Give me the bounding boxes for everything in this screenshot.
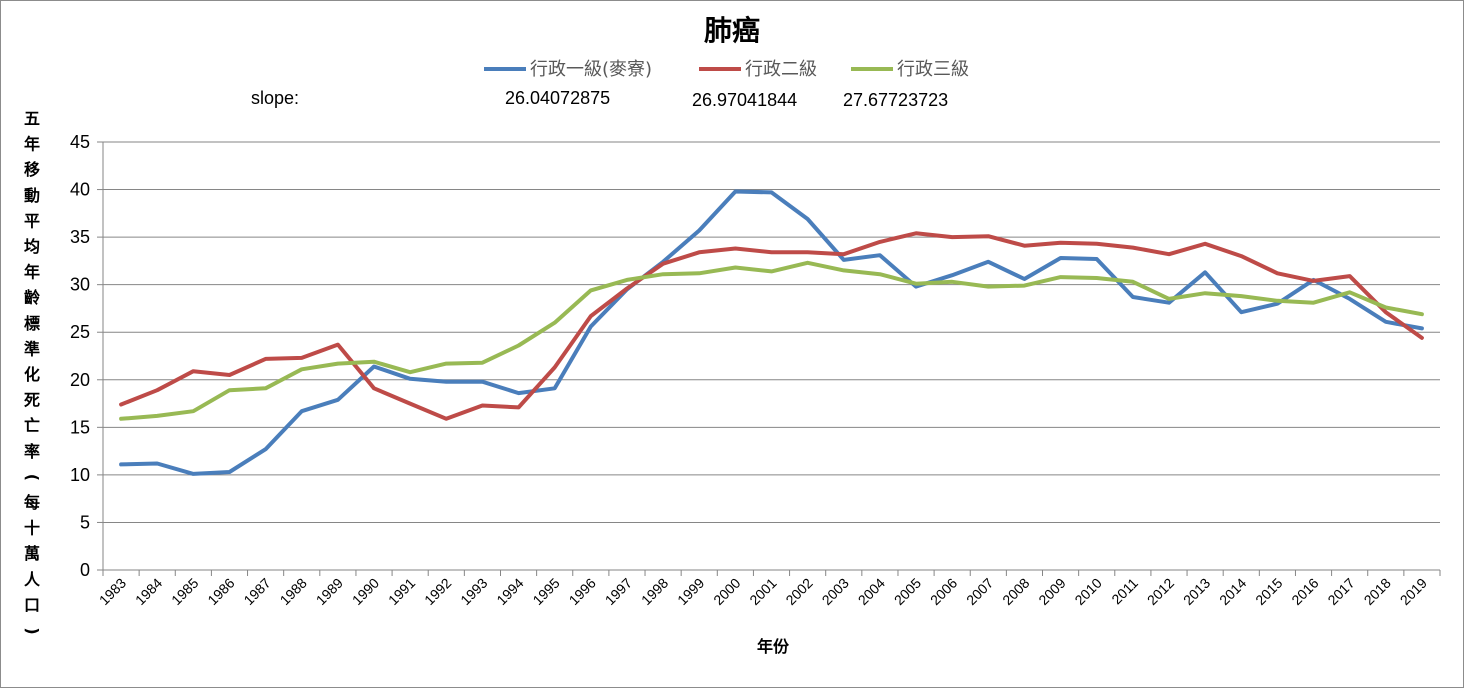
x-axis-ticks: 1983 1984 1985 1986 1987 1988 1989 1990 1991 1992… xyxy=(96,575,1430,608)
x-tick-label: 2018 xyxy=(1361,575,1394,608)
x-tick-label: 1992 xyxy=(421,575,454,608)
y-axis-title-char: 移 xyxy=(24,160,40,179)
y-tick-label: 5 xyxy=(80,512,90,532)
y-tick-label: 45 xyxy=(70,132,90,152)
x-tick-label: 1988 xyxy=(277,575,310,608)
slope-label: slope: xyxy=(251,88,299,108)
y-axis-title-char: 動 xyxy=(24,186,40,205)
x-tick-label: 2007 xyxy=(963,575,996,608)
x-tick-label: 2012 xyxy=(1144,575,1177,608)
x-tick-label: 2013 xyxy=(1180,575,1213,608)
x-tick-label: 2006 xyxy=(927,575,960,608)
slope-value-1: 26.04072875 xyxy=(505,88,610,108)
chart-title: 肺癌 xyxy=(704,14,760,47)
x-tick-label: 2019 xyxy=(1397,575,1430,608)
y-axis-title-char: 五 xyxy=(24,109,40,128)
x-tick-label: 2005 xyxy=(891,575,924,608)
series-line-1 xyxy=(119,189,1424,476)
legend-label-3: 行政三級 xyxy=(897,59,969,80)
x-axis-title: 年份 xyxy=(757,637,790,656)
y-axis-title-char: 齡 xyxy=(24,288,40,307)
x-tick-label: 1989 xyxy=(313,575,346,608)
x-tick-label: 2011 xyxy=(1108,575,1141,608)
y-axis-title-char: 口 xyxy=(24,595,40,614)
x-tick-label: 1983 xyxy=(96,575,129,608)
x-tick-label: 2014 xyxy=(1216,575,1249,608)
x-tick-label: 2016 xyxy=(1288,575,1321,608)
x-tick-label: 1986 xyxy=(204,575,237,608)
y-tick-label: 10 xyxy=(70,465,90,485)
y-axis-title-char: 人 xyxy=(24,570,41,589)
legend-label-2: 行政二級 xyxy=(745,59,817,80)
y-tick-label: 15 xyxy=(70,417,90,437)
x-tick-label: 2004 xyxy=(855,575,888,608)
series-line-3 xyxy=(119,260,1424,421)
y-tick-label: 25 xyxy=(70,322,90,342)
y-axis-ticks: 0 5 10 15 20 25 30 35 40 45 xyxy=(70,132,90,580)
y-axis-title-char: ( xyxy=(23,474,42,481)
x-tick-label: 2009 xyxy=(1035,575,1068,608)
y-axis-title-char: 死 xyxy=(24,391,40,410)
y-axis-title-char: 十 xyxy=(24,519,40,538)
x-tick-label: 1999 xyxy=(674,575,707,608)
x-tick-label: 2001 xyxy=(746,575,779,608)
x-tick-label: 2000 xyxy=(710,575,743,608)
x-tick-label: 1996 xyxy=(566,575,599,608)
y-axis-title-char: 化 xyxy=(24,365,40,384)
x-tick-label: 1994 xyxy=(493,575,526,608)
y-axis-title-char: 亡 xyxy=(24,416,40,435)
y-axis-title-char: 準 xyxy=(24,339,40,358)
series-lines xyxy=(119,189,1424,476)
y-axis-title-char: 年 xyxy=(24,263,40,282)
x-tick-label: 1985 xyxy=(168,575,201,608)
x-tick-label: 2002 xyxy=(782,575,815,608)
x-tick-label: 2008 xyxy=(999,575,1032,608)
x-tick-label: 2003 xyxy=(819,575,852,608)
y-axis-title-char: 均 xyxy=(24,237,40,256)
y-axis-title-char: 平 xyxy=(24,211,40,230)
x-tick-label: 2017 xyxy=(1324,575,1357,608)
y-axis-title-char: ) xyxy=(23,627,42,634)
legend-label-1: 行政一級(麥寮) xyxy=(530,59,652,80)
slope-value-2: 26.97041844 xyxy=(692,90,797,110)
y-axis-title-char: 標 xyxy=(24,314,40,333)
y-tick-label: 0 xyxy=(80,560,90,580)
y-axis-title-char: 每 xyxy=(24,493,40,512)
x-tick-label: 1995 xyxy=(529,575,562,608)
x-tick-label: 1993 xyxy=(457,575,490,608)
x-tick-label: 1984 xyxy=(132,575,165,608)
y-tick-label: 40 xyxy=(70,180,90,200)
y-tick-label: 30 xyxy=(70,275,90,295)
y-tick-label: 20 xyxy=(70,370,90,390)
x-tick-label: 1990 xyxy=(349,575,382,608)
x-tick-label: 1998 xyxy=(638,575,671,608)
x-tick-label: 2010 xyxy=(1071,575,1104,608)
series-line-2 xyxy=(119,231,1424,421)
y-axis-title-char: 萬 xyxy=(24,544,40,563)
y-tick-label: 35 xyxy=(70,227,90,247)
y-axis-title-char: 率 xyxy=(24,442,40,461)
x-tick-label: 1987 xyxy=(240,575,273,608)
x-tick-label: 2015 xyxy=(1252,575,1285,608)
y-axis-title-char: 年 xyxy=(24,135,40,154)
x-tick-label: 1997 xyxy=(602,575,635,608)
x-tick-label: 1991 xyxy=(385,575,418,608)
slope-value-3: 27.67723723 xyxy=(843,90,948,110)
legend: 行政一級(麥寮) 行政二級 行政三級 xyxy=(484,59,969,80)
